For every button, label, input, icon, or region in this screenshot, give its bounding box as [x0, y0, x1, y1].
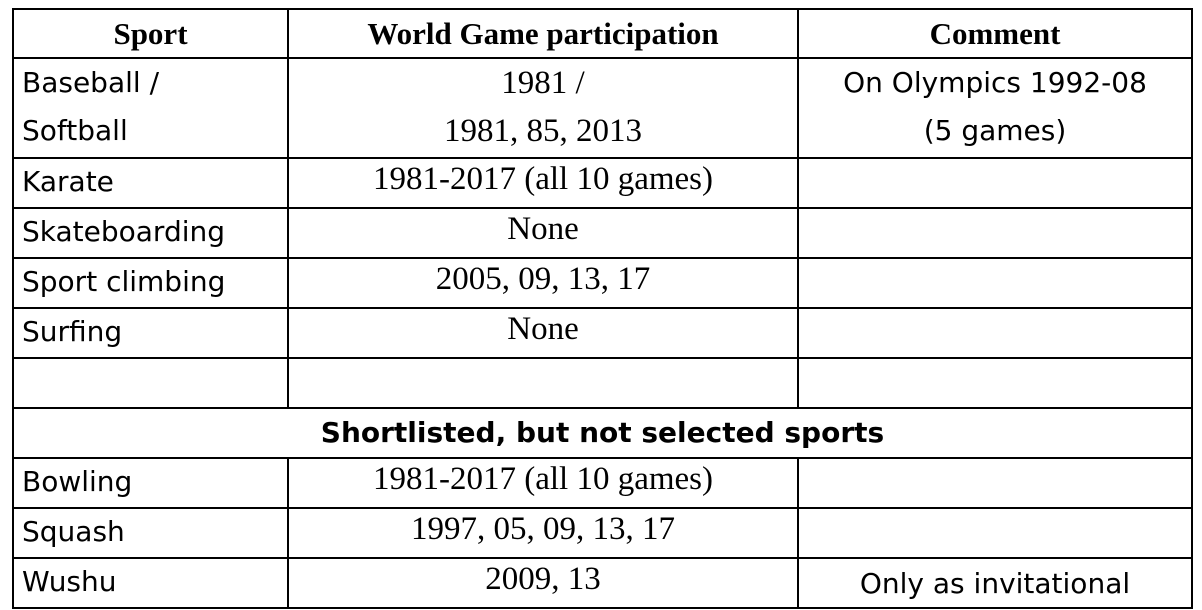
line: 1981 / [501, 65, 585, 101]
section-row: Shortlisted, but not selected sports [12, 407, 1193, 459]
row: Wushu 2009, 13 Only as invitational [12, 557, 1193, 609]
sport-cell: Sport climbing [12, 257, 289, 309]
participation-cell: 2009, 13 [287, 557, 799, 609]
participation-cell: 1997, 05, 09, 13, 17 [287, 507, 799, 559]
cell [12, 357, 289, 409]
row: Baseball / Softball 1981 /1981, 85, 2013 … [12, 57, 1193, 159]
row: Surfing None [12, 307, 1193, 359]
header-row: Sport World Game participation Comment [12, 8, 1193, 59]
comment-cell [797, 507, 1193, 559]
line: Baseball / [22, 66, 160, 99]
participation-cell: 1981-2017 (all 10 games) [287, 457, 799, 509]
sport-cell: Surfing [12, 307, 289, 359]
empty-row [12, 357, 1193, 409]
row: Karate 1981-2017 (all 10 games) [12, 157, 1193, 209]
comment-cell [797, 307, 1193, 359]
comment-cell [797, 457, 1193, 509]
header-cell: Sport [12, 8, 289, 59]
row: Skateboarding None [12, 207, 1193, 259]
sport-cell: Bowling [12, 457, 289, 509]
row: Bowling 1981-2017 (all 10 games) [12, 457, 1193, 509]
participation-cell: 1981-2017 (all 10 games) [287, 157, 799, 209]
cell [797, 357, 1193, 409]
participation-cell: 2005, 09, 13, 17 [287, 257, 799, 309]
sport-cell: Karate [12, 157, 289, 209]
comment-cell [797, 157, 1193, 209]
line: Softball [22, 114, 128, 147]
participation-cell: 1981 / 1981, 85, 2013 [287, 57, 799, 159]
row: Squash 1997, 05, 09, 13, 17 [12, 507, 1193, 559]
sports-table: Sport World Game participation Comment B… [12, 8, 1193, 609]
sport-cell: Skateboarding [12, 207, 289, 259]
line: 1981, 85, 2013 [444, 113, 642, 149]
header-cell: Comment [797, 8, 1193, 59]
participation-cell: None [287, 307, 799, 359]
line: On Olympics 1992-08 [843, 66, 1147, 99]
sport-cell: Wushu [12, 557, 289, 609]
comment-cell [797, 257, 1193, 309]
sport-cell: Squash [12, 507, 289, 559]
comment-cell: On Olympics 1992-08 (5 games) [797, 57, 1193, 159]
sport-cell: Baseball / Softball [12, 57, 289, 159]
line: (5 games) [923, 114, 1067, 147]
cell [287, 357, 799, 409]
comment-cell: Only as invitational [797, 557, 1193, 609]
participation-cell: None [287, 207, 799, 259]
comment-cell [797, 207, 1193, 259]
row: Sport climbing 2005, 09, 13, 17 [12, 257, 1193, 309]
header-cell: World Game participation [287, 8, 799, 59]
section-title: Shortlisted, but not selected sports [12, 407, 1193, 459]
